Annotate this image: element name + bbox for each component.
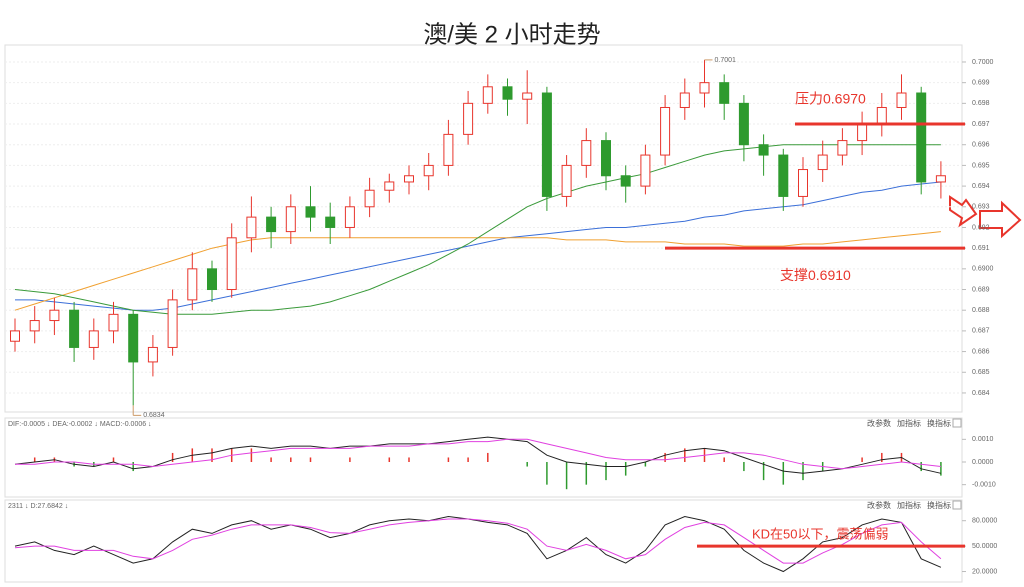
y-tick-label: 0.0010 (972, 436, 994, 443)
level-label: KD在50以下，震荡偏弱 (752, 527, 889, 542)
macd-panel (4, 417, 963, 498)
candle-body (463, 102, 474, 135)
candle-body (778, 154, 789, 197)
candle-body (916, 92, 927, 183)
y-tick-label: 0.6900 (972, 266, 994, 273)
y-tick-label: 0.691 (972, 245, 990, 252)
y-tick-label: 80.0000 (972, 518, 997, 525)
y-tick-label: 0.692 (972, 224, 990, 231)
kd-panel (4, 499, 963, 583)
y-tick-label: 50.0000 (972, 543, 997, 550)
panel-header: DIF:-0.0005 ↓ DEA:-0.0002 ↓ MACD:-0.0006… (8, 421, 152, 428)
main-panel (4, 44, 963, 413)
candle-body (167, 299, 178, 348)
extreme-label: 0.7001 (715, 57, 737, 64)
line (14, 436, 942, 474)
candle-body (108, 313, 119, 332)
y-tick-label: 0.684 (972, 390, 990, 397)
candle-body (443, 133, 454, 166)
candle-body (325, 216, 336, 228)
candle-body (187, 268, 198, 301)
y-tick-label: -0.0010 (972, 482, 996, 489)
candle-body (482, 86, 493, 104)
candle-body (49, 309, 60, 322)
candle-body (305, 206, 316, 218)
candle-body (266, 216, 277, 233)
arrow-right (979, 200, 1022, 239)
y-tick-label: 0.693 (972, 204, 990, 211)
y-tick-label: 0.0000 (972, 459, 994, 466)
button[interactable]: 改参数 (867, 418, 891, 428)
y-tick-label: 0.697 (972, 121, 990, 128)
y-tick-label: 20.0000 (972, 568, 997, 575)
candle-body (758, 144, 769, 156)
candle-body (719, 82, 730, 104)
line (14, 518, 942, 564)
candle-body (699, 82, 710, 94)
candle-body (384, 181, 395, 191)
candle-body (207, 268, 217, 291)
button[interactable]: 换指标 (927, 418, 951, 428)
candle-body (404, 175, 414, 183)
close-button[interactable] (952, 418, 962, 428)
line (14, 515, 942, 573)
candle-body (817, 154, 828, 171)
panel-header: 2311 ↓ D:27.6842 ↓ (8, 503, 68, 510)
y-tick-label: 0.685 (972, 369, 990, 376)
candle-body (738, 102, 749, 146)
button[interactable]: 加指标 (897, 500, 921, 510)
candle-body (10, 330, 20, 342)
candle-body (640, 154, 651, 187)
level-label: 支撑0.6910 (780, 267, 851, 283)
candle-body (285, 206, 296, 233)
toolbar: 改参数 加指标 换指标 改参数 加指标 换指标 (867, 418, 962, 510)
y-tick-label: 0.686 (972, 348, 990, 355)
chart-title: 澳/美 2 小时走势 (423, 21, 600, 48)
y-tick-label: 0.7000 (972, 59, 994, 66)
candle-body (502, 86, 513, 100)
candle-body (88, 330, 99, 348)
arrow-down (949, 195, 978, 228)
candle-body (660, 106, 671, 156)
candle-body (344, 206, 355, 228)
candle-body (147, 346, 158, 363)
button[interactable]: 加指标 (897, 418, 921, 428)
extreme-label: 0.6834 (143, 412, 165, 419)
candle-body (837, 140, 848, 156)
y-tick-label: 0.687 (972, 328, 990, 335)
candle-body (522, 92, 533, 100)
y-tick-label: 0.698 (972, 100, 990, 107)
y-tick-label: 0.688 (972, 307, 990, 314)
y-tick-label: 0.689 (972, 286, 990, 293)
line (15, 438, 941, 470)
close-button[interactable] (952, 500, 962, 510)
y-tick-label: 0.699 (972, 80, 990, 87)
button[interactable]: 改参数 (867, 500, 891, 510)
y-tick-label: 0.694 (972, 183, 990, 190)
candle-body (798, 169, 808, 197)
candle-body (601, 140, 611, 177)
candle-body (128, 313, 139, 363)
candle-body (876, 106, 887, 125)
y-tick-label: 0.696 (972, 142, 990, 149)
candle-body (364, 189, 375, 208)
candle-body (857, 123, 868, 142)
y-tick-label: 0.695 (972, 162, 990, 169)
level-label: 压力0.6970 (795, 91, 866, 107)
button[interactable]: 换指标 (927, 500, 951, 510)
candle-body (226, 237, 237, 291)
candle-body (246, 216, 257, 239)
candle-body (581, 140, 592, 166)
candle-body (69, 309, 80, 348)
candle-body (620, 175, 631, 187)
candle-body (541, 92, 552, 197)
candle-body (896, 92, 907, 108)
candle-body (29, 320, 40, 332)
candle-body (935, 175, 946, 183)
candle-body (423, 164, 434, 177)
candle-body (561, 164, 572, 197)
candle-body (679, 92, 690, 108)
